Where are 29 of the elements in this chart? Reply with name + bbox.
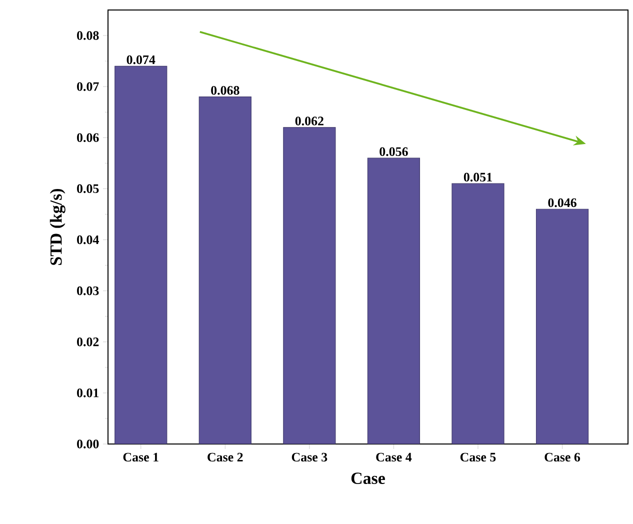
y-tick-label: 0.07 bbox=[77, 82, 99, 91]
bar bbox=[283, 127, 336, 444]
y-tick-label: 0.02 bbox=[77, 337, 99, 346]
y-tick-label: 0.06 bbox=[77, 133, 99, 142]
y-tick-label: 0.08 bbox=[77, 31, 99, 40]
bar bbox=[199, 96, 252, 444]
data-label: 0.068 bbox=[211, 86, 240, 95]
data-label: 0.074 bbox=[126, 55, 156, 64]
y-tick-label: 0.03 bbox=[77, 286, 99, 296]
y-tick-label: 0.05 bbox=[77, 184, 99, 194]
x-tick-label: Case 3 bbox=[292, 452, 328, 462]
y-tick-label: 0.04 bbox=[77, 235, 99, 244]
data-label: 0.056 bbox=[380, 147, 408, 156]
x-axis-title: Case bbox=[351, 472, 385, 484]
x-tick-label: Case 2 bbox=[208, 452, 243, 462]
bar bbox=[536, 208, 589, 444]
x-tick-label: Case 5 bbox=[460, 452, 496, 462]
y-tick-label: 0.01 bbox=[77, 388, 99, 398]
bar bbox=[452, 184, 504, 444]
data-label: 0.046 bbox=[548, 198, 576, 208]
x-tick-label: Case 6 bbox=[544, 452, 580, 462]
bar bbox=[114, 66, 167, 444]
y-tick-label: 0.00 bbox=[77, 440, 99, 448]
y-axis-title: STD (kg/s) bbox=[50, 188, 66, 265]
x-tick-label: Case 4 bbox=[376, 452, 412, 462]
data-label: 0.062 bbox=[295, 116, 324, 126]
data-label: 0.051 bbox=[464, 172, 492, 182]
x-tick-label: Case 1 bbox=[123, 452, 158, 462]
bar bbox=[368, 158, 420, 444]
